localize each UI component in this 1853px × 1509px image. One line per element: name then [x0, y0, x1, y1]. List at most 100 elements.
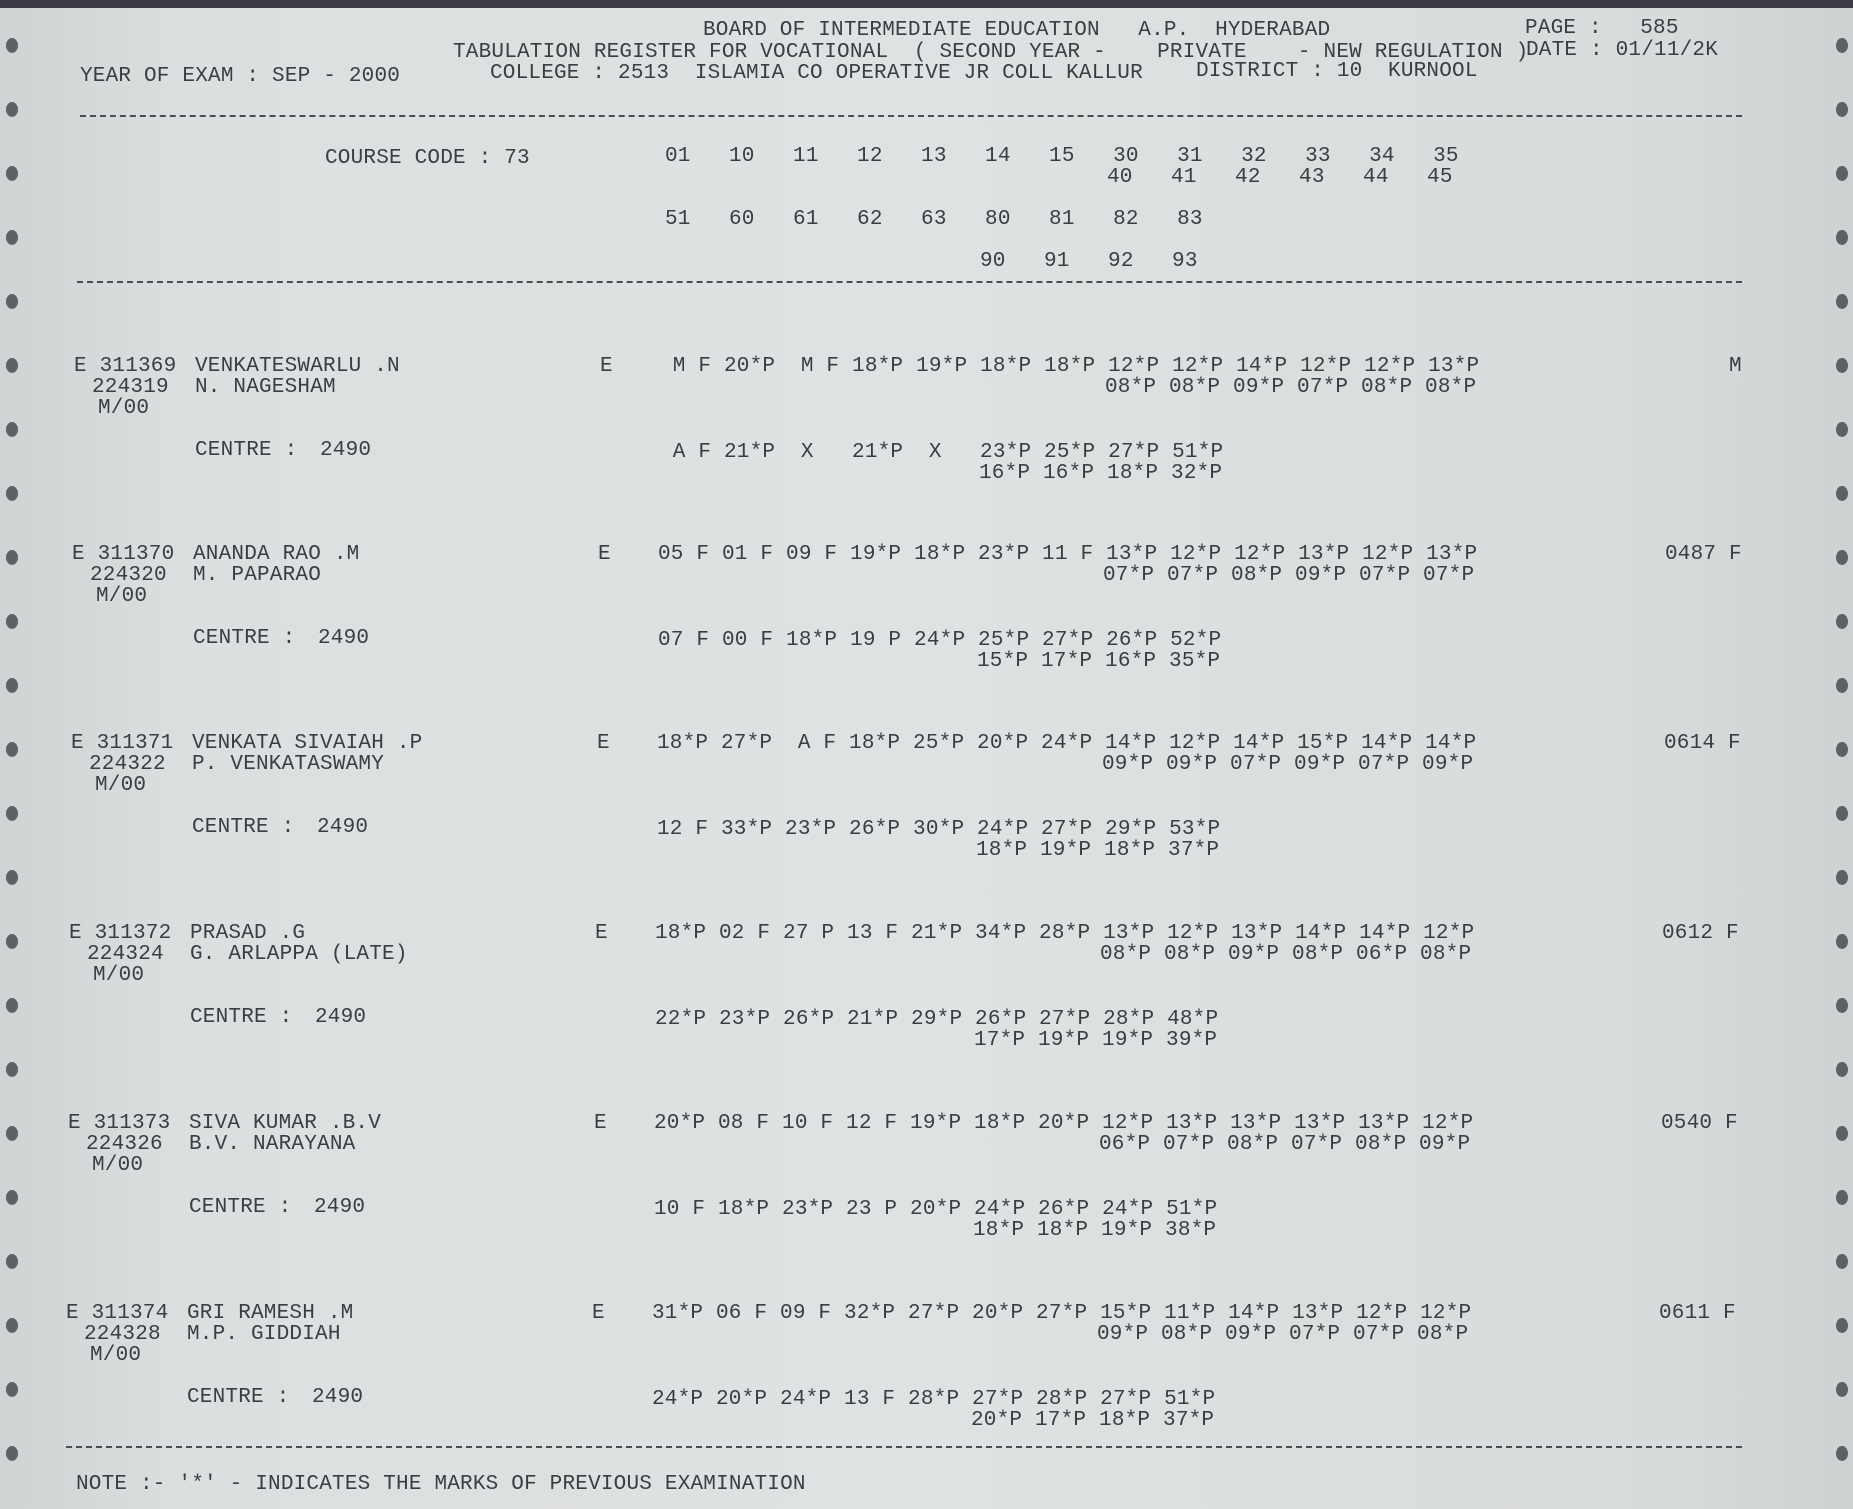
registration-number: 224322 — [89, 753, 166, 776]
exam-type: E — [594, 1112, 607, 1135]
sprocket-hole — [6, 422, 18, 437]
sprocket-hole — [6, 1254, 18, 1269]
exam-type: E — [598, 543, 611, 566]
subject-codes-row1: 01 10 11 12 13 14 15 30 31 32 33 34 35 — [665, 145, 1459, 168]
result: 0540 F — [1661, 1112, 1738, 1135]
medium: M/00 — [98, 397, 150, 420]
sprocket-hole — [6, 870, 18, 885]
divider — [77, 281, 1742, 283]
marks-row2b: 18*P 19*P 18*P 37*P — [976, 839, 1220, 862]
marks-row2b: 17*P 19*P 19*P 39*P — [974, 1029, 1218, 1052]
sprocket-hole — [6, 678, 18, 693]
student-name: SIVA KUMAR .B.V — [189, 1112, 382, 1135]
medium: M/00 — [90, 1344, 142, 1367]
sprocket-hole — [1836, 1382, 1848, 1397]
registration-number: 224326 — [86, 1133, 163, 1156]
marks-row2b: 16*P 16*P 18*P 32*P — [979, 462, 1223, 485]
centre-number: 2490 — [318, 627, 370, 650]
father-name: P. VENKATASWAMY — [192, 753, 385, 776]
centre-number: 2490 — [314, 1196, 366, 1219]
year-of-exam: YEAR OF EXAM : SEP - 2000 — [80, 65, 401, 88]
centre-number: 2490 — [317, 816, 369, 839]
print-date: DATE : 01/11/2K — [1526, 39, 1719, 62]
student-roll-number: E 311371 — [71, 732, 174, 755]
marks-row1b: 08*P 08*P 09*P 07*P 08*P 08*P — [1105, 376, 1477, 399]
sprocket-hole — [1836, 422, 1848, 437]
exam-type: E — [600, 355, 613, 378]
exam-type: E — [595, 922, 608, 945]
medium: M/00 — [93, 964, 145, 987]
register-title: TABULATION REGISTER FOR VOCATIONAL ( SEC… — [453, 41, 1529, 64]
registration-number: 224328 — [84, 1323, 161, 1346]
father-name: N. NAGESHAM — [195, 376, 336, 399]
marks-row1: 18*P 02 F 27 P 13 F 21*P 34*P 28*P 13*P … — [655, 922, 1475, 945]
student-name: GRI RAMESH .M — [187, 1302, 354, 1325]
subject-codes-row2: 51 60 61 62 63 80 81 82 83 — [665, 208, 1203, 231]
result: 0614 F — [1664, 732, 1741, 755]
tabulation-sheet — [0, 8, 1853, 1509]
subject-codes-row2b: 90 91 92 93 — [980, 250, 1198, 273]
centre-label: CENTRE : — [195, 439, 298, 462]
centre-number: 2490 — [320, 439, 372, 462]
marks-row1: 20*P 08 F 10 F 12 F 19*P 18*P 20*P 12*P … — [654, 1112, 1474, 1135]
marks-row1: M F 20*P M F 18*P 19*P 18*P 18*P 12*P 12… — [660, 355, 1480, 378]
sprocket-hole — [1836, 1446, 1848, 1461]
subject-codes-row1b: 40 41 42 43 44 45 — [1107, 166, 1453, 189]
marks-row1: 05 F 01 F 09 F 19*P 18*P 23*P 11 F 13*P … — [658, 543, 1478, 566]
sprocket-hole — [1836, 1190, 1848, 1205]
sprocket-hole — [6, 294, 18, 309]
marks-row2b: 20*P 17*P 18*P 37*P — [971, 1409, 1215, 1432]
medium: M/00 — [96, 585, 148, 608]
student-name: VENKATA SIVAIAH .P — [192, 732, 423, 755]
sprocket-hole — [6, 806, 18, 821]
marks-row2b: 15*P 17*P 16*P 35*P — [977, 650, 1221, 673]
result: 0487 F — [1665, 543, 1742, 566]
sprocket-hole — [6, 1318, 18, 1333]
marks-row1: 18*P 27*P A F 18*P 25*P 20*P 24*P 14*P 1… — [657, 732, 1477, 755]
marks-row2: 22*P 23*P 26*P 21*P 29*P 26*P 27*P 28*P … — [655, 1008, 1219, 1031]
sprocket-hole — [6, 998, 18, 1013]
sprocket-hole — [6, 358, 18, 373]
sprocket-hole — [1836, 806, 1848, 821]
student-roll-number: E 311373 — [68, 1112, 171, 1135]
marks-row1: 31*P 06 F 09 F 32*P 27*P 20*P 27*P 15*P … — [652, 1302, 1472, 1325]
medium: M/00 — [95, 774, 147, 797]
sprocket-hole — [6, 550, 18, 565]
sprocket-hole — [6, 742, 18, 757]
course-code: COURSE CODE : 73 — [325, 147, 530, 170]
divider — [80, 115, 1742, 117]
student-roll-number: E 311370 — [72, 543, 175, 566]
sprocket-hole — [6, 614, 18, 629]
result: M — [1729, 355, 1742, 378]
student-roll-number: E 311369 — [74, 355, 177, 378]
marks-row2: 12 F 33*P 23*P 26*P 30*P 24*P 27*P 29*P … — [657, 818, 1221, 841]
sprocket-hole — [1836, 1062, 1848, 1077]
college: COLLEGE : 2513 ISLAMIA CO OPERATIVE JR C… — [490, 62, 1143, 85]
registration-number: 224319 — [92, 376, 169, 399]
sprocket-hole — [1836, 166, 1848, 181]
sprocket-hole — [1836, 934, 1848, 949]
sprocket-hole — [6, 38, 18, 53]
sprocket-hole — [1836, 1318, 1848, 1333]
sprocket-hole — [1836, 1254, 1848, 1269]
page-number: PAGE : 585 — [1525, 17, 1679, 40]
father-name: G. ARLAPPA (LATE) — [190, 943, 408, 966]
student-name: ANANDA RAO .M — [193, 543, 360, 566]
exam-type: E — [597, 732, 610, 755]
sprocket-hole — [6, 1062, 18, 1077]
sprocket-hole — [1836, 358, 1848, 373]
medium: M/00 — [92, 1154, 144, 1177]
sprocket-hole — [6, 230, 18, 245]
marks-row1b: 06*P 07*P 08*P 07*P 08*P 09*P — [1099, 1133, 1471, 1156]
marks-row1b: 08*P 08*P 09*P 08*P 06*P 08*P — [1100, 943, 1472, 966]
marks-row2: 24*P 20*P 24*P 13 F 28*P 27*P 28*P 27*P … — [652, 1388, 1216, 1411]
sprocket-hole — [6, 1190, 18, 1205]
sprocket-hole — [1836, 230, 1848, 245]
result: 0611 F — [1659, 1302, 1736, 1325]
centre-number: 2490 — [312, 1386, 364, 1409]
centre-label: CENTRE : — [193, 627, 296, 650]
page-top-edge — [0, 0, 1853, 8]
father-name: M. PAPARAO — [193, 564, 322, 587]
father-name: M.P. GIDDIAH — [187, 1323, 341, 1346]
centre-label: CENTRE : — [187, 1386, 290, 1409]
